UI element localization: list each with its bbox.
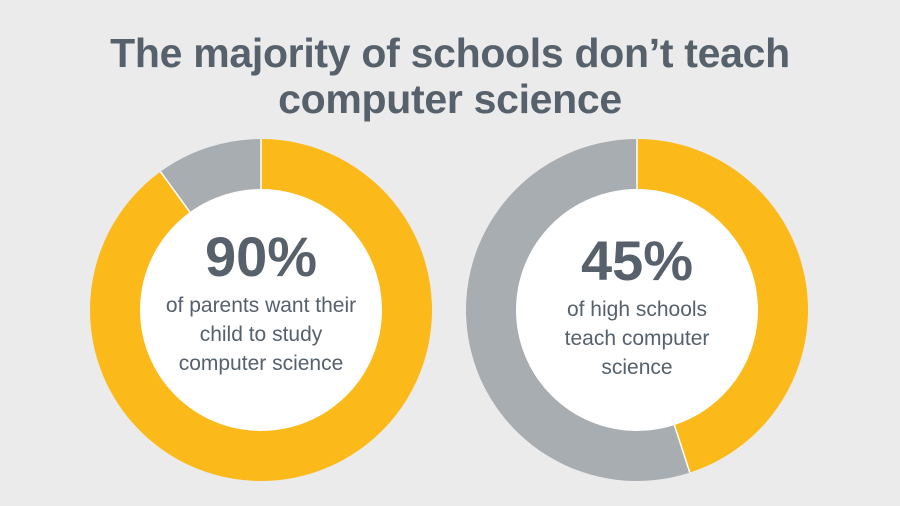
donut-hole (516, 189, 758, 431)
donut-chart-parents-svg (89, 139, 432, 481)
slice-divider (673, 424, 691, 473)
donut-chart-high-schools: 45% of high schools teach computer scien… (466, 139, 808, 481)
donut-center-label: 90% of parents want their child to study… (90, 227, 432, 378)
page-title: The majority of schools don’t teach comp… (0, 30, 900, 122)
title-line-2: computer science (278, 76, 622, 122)
donut-chart-high-schools-svg (466, 139, 808, 481)
center-value: 90% (204, 225, 318, 288)
center-caption: of parents want their child to study com… (165, 294, 357, 375)
donut-center-label: 45% of high schools teach computer scien… (466, 231, 808, 382)
donut-hole (140, 189, 382, 431)
center-caption: of high schools teach computer science (564, 298, 710, 379)
center-value: 45% (580, 229, 694, 292)
slice-divider (159, 171, 191, 213)
title-line-1: The majority of schools don’t teach (110, 30, 790, 76)
donut-chart-parents: 90% of parents want their child to study… (89, 139, 432, 481)
